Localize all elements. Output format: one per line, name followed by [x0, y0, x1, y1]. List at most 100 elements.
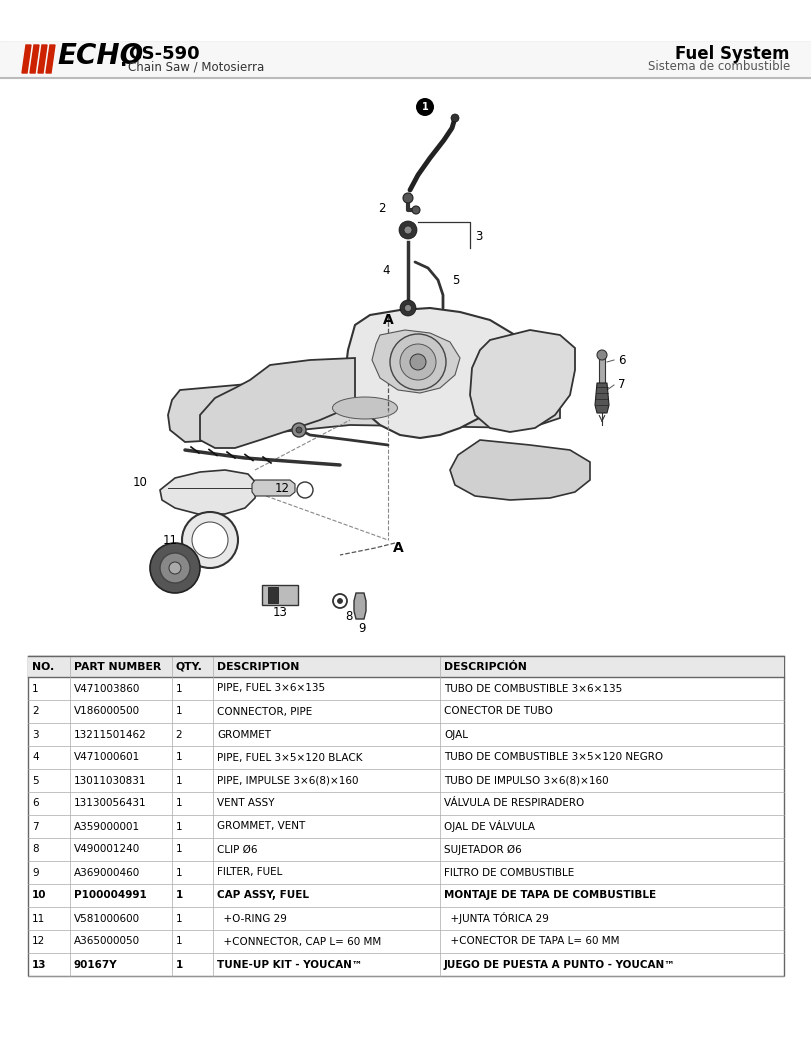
Circle shape — [411, 206, 419, 214]
Text: 5: 5 — [452, 273, 459, 287]
Ellipse shape — [332, 397, 397, 419]
Polygon shape — [449, 440, 590, 500]
Text: 7: 7 — [617, 378, 624, 391]
Polygon shape — [345, 308, 525, 438]
Text: 1: 1 — [175, 844, 182, 855]
Text: A359000001: A359000001 — [74, 821, 139, 832]
Text: QTY.: QTY. — [175, 662, 202, 671]
Bar — [268, 587, 277, 603]
Text: A369000460: A369000460 — [74, 867, 139, 878]
Bar — [0, 40, 811, 78]
Text: 6: 6 — [32, 799, 39, 808]
Text: 8: 8 — [345, 609, 352, 623]
Text: V581000600: V581000600 — [74, 914, 139, 923]
Text: V186000500: V186000500 — [74, 706, 139, 717]
Text: Fuel System: Fuel System — [675, 45, 789, 63]
Text: CAP ASSY, FUEL: CAP ASSY, FUEL — [217, 891, 309, 900]
Circle shape — [400, 300, 415, 316]
Text: TUNE-UP KIT - YOUCAN™: TUNE-UP KIT - YOUCAN™ — [217, 959, 362, 970]
Text: 13: 13 — [32, 959, 46, 970]
Text: V471000601: V471000601 — [74, 753, 139, 762]
Polygon shape — [168, 375, 560, 442]
Text: PIPE, FUEL 3×5×120 BLACK: PIPE, FUEL 3×5×120 BLACK — [217, 753, 363, 762]
Text: ECHO: ECHO — [57, 42, 143, 70]
Text: 5: 5 — [32, 776, 39, 785]
Text: VENT ASSY: VENT ASSY — [217, 799, 274, 808]
Text: 4: 4 — [382, 264, 389, 276]
Bar — [262, 585, 298, 605]
Text: 1: 1 — [175, 821, 182, 832]
Text: CONNECTOR, PIPE: CONNECTOR, PIPE — [217, 706, 312, 717]
Circle shape — [404, 226, 411, 234]
Text: TUBO DE COMBUSTIBLE 3×5×120 NEGRO: TUBO DE COMBUSTIBLE 3×5×120 NEGRO — [444, 753, 663, 762]
Text: Sistema de combustible: Sistema de combustible — [647, 60, 789, 73]
Text: 1: 1 — [175, 683, 182, 694]
Text: 2: 2 — [378, 201, 385, 215]
Text: CLIP Ø6: CLIP Ø6 — [217, 844, 257, 855]
Text: 13211501462: 13211501462 — [74, 729, 146, 740]
Polygon shape — [22, 45, 31, 73]
Bar — [0, 0, 811, 40]
Circle shape — [150, 543, 200, 593]
Text: 1: 1 — [175, 706, 182, 717]
Text: 90167Y: 90167Y — [74, 959, 117, 970]
Text: 12: 12 — [275, 482, 290, 494]
Circle shape — [400, 344, 436, 380]
Circle shape — [410, 354, 426, 370]
Text: TUBO DE IMPULSO 3×6(8)×160: TUBO DE IMPULSO 3×6(8)×160 — [444, 776, 608, 785]
Circle shape — [292, 423, 306, 437]
Circle shape — [404, 305, 411, 312]
Text: P100004991: P100004991 — [74, 891, 146, 900]
Text: +CONNECTOR, CAP L= 60 MM: +CONNECTOR, CAP L= 60 MM — [217, 937, 381, 946]
Text: 1: 1 — [175, 753, 182, 762]
Text: 8: 8 — [32, 844, 39, 855]
Text: CS-590: CS-590 — [128, 45, 200, 63]
Circle shape — [191, 522, 228, 558]
Text: 9: 9 — [358, 622, 365, 635]
Polygon shape — [160, 470, 258, 514]
Text: TUBO DE COMBUSTIBLE 3×6×135: TUBO DE COMBUSTIBLE 3×6×135 — [444, 683, 621, 694]
Text: 1: 1 — [175, 799, 182, 808]
Text: GROMMET: GROMMET — [217, 729, 271, 740]
Text: FILTER, FUEL: FILTER, FUEL — [217, 867, 282, 878]
Text: NO.: NO. — [32, 662, 54, 671]
Text: +CONECTOR DE TAPA L= 60 MM: +CONECTOR DE TAPA L= 60 MM — [444, 937, 619, 946]
Polygon shape — [599, 352, 604, 383]
Text: 2: 2 — [32, 706, 39, 717]
Text: 4: 4 — [32, 753, 39, 762]
Text: V490001240: V490001240 — [74, 844, 139, 855]
Text: 3: 3 — [474, 230, 482, 242]
Polygon shape — [46, 45, 55, 73]
Text: +O-RING 29: +O-RING 29 — [217, 914, 287, 923]
Polygon shape — [30, 45, 39, 73]
Text: 7: 7 — [32, 821, 39, 832]
Text: FILTRO DE COMBUSTIBLE: FILTRO DE COMBUSTIBLE — [444, 867, 573, 878]
Text: 12: 12 — [32, 937, 45, 946]
Text: 1: 1 — [421, 102, 428, 112]
Bar — [28, 656, 783, 976]
Text: 11: 11 — [32, 914, 45, 923]
Circle shape — [296, 427, 302, 433]
Text: PIPE, IMPULSE 3×6(8)×160: PIPE, IMPULSE 3×6(8)×160 — [217, 776, 358, 785]
Polygon shape — [354, 593, 366, 619]
Circle shape — [182, 512, 238, 568]
Text: 13: 13 — [272, 606, 287, 620]
Circle shape — [398, 221, 417, 239]
Polygon shape — [200, 358, 354, 448]
Circle shape — [415, 98, 433, 116]
Text: 1: 1 — [175, 891, 182, 900]
Text: 9: 9 — [32, 867, 39, 878]
Text: 1: 1 — [175, 914, 182, 923]
Text: 1: 1 — [32, 683, 39, 694]
Text: OJAL DE VÁLVULA: OJAL DE VÁLVULA — [444, 820, 534, 833]
Text: JUEGO DE PUESTA A PUNTO - YOUCAN™: JUEGO DE PUESTA A PUNTO - YOUCAN™ — [444, 959, 675, 970]
Circle shape — [402, 193, 413, 203]
Text: 13130056431: 13130056431 — [74, 799, 146, 808]
Text: GROMMET, VENT: GROMMET, VENT — [217, 821, 305, 832]
Text: DESCRIPCIÓN: DESCRIPCIÓN — [444, 662, 526, 671]
Text: DESCRIPTION: DESCRIPTION — [217, 662, 299, 671]
Circle shape — [450, 114, 458, 122]
Text: 1: 1 — [175, 959, 182, 970]
Polygon shape — [251, 480, 294, 496]
Text: VÁLVULA DE RESPIRADERO: VÁLVULA DE RESPIRADERO — [444, 799, 584, 808]
